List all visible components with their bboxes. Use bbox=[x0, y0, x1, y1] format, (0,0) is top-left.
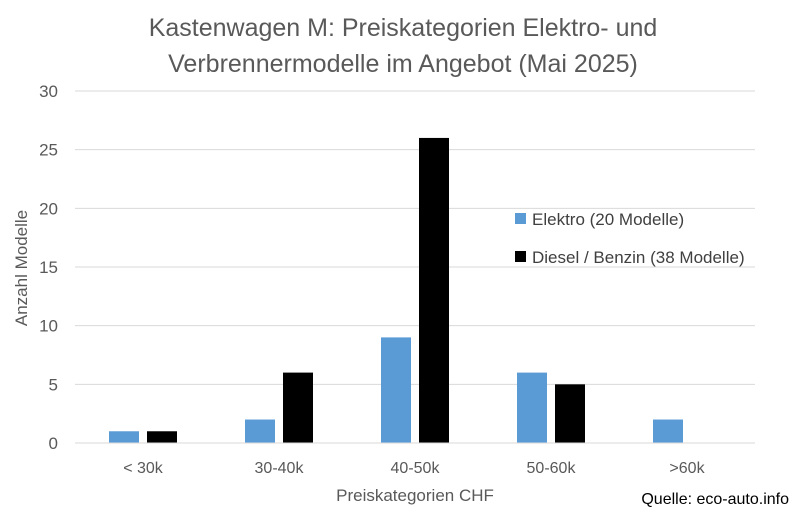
bar-elektro-50-60k bbox=[517, 372, 547, 443]
y-tick-label-0: 0 bbox=[49, 434, 58, 453]
legend: Elektro (20 Modelle) Diesel / Benzin (38… bbox=[515, 210, 745, 267]
bar-elektro-30-40k bbox=[245, 419, 275, 443]
y-tick-label-5: 5 bbox=[49, 375, 58, 394]
legend-swatch-diesel-benzin bbox=[515, 251, 526, 262]
bar-diesel-benzin-30-40k bbox=[283, 372, 313, 443]
bars bbox=[109, 137, 683, 443]
y-axis-label: Anzahl Modelle bbox=[12, 210, 31, 326]
y-tick-label-20: 20 bbox=[39, 199, 58, 218]
axes: 0 5 10 15 20 25 30 < 30k 30-40k 40-50k 50-60k >60k bbox=[39, 82, 755, 477]
x-tick-label-50-60k: 50-60k bbox=[527, 460, 577, 477]
bar-elektro-60k bbox=[653, 419, 683, 443]
bar-diesel-benzin-40-50k bbox=[419, 137, 449, 443]
legend-swatch-elektro bbox=[515, 213, 526, 224]
source-note: Quelle: eco-auto.info bbox=[641, 491, 789, 508]
y-tick-label-15: 15 bbox=[39, 258, 58, 277]
gridlines bbox=[75, 90, 755, 385]
y-tick-label-10: 10 bbox=[39, 317, 58, 336]
x-tick-label-40-50k: 40-50k bbox=[391, 460, 441, 477]
x-tick-label-30-40k: 30-40k bbox=[255, 460, 305, 477]
x-axis-label: Preiskategorien CHF bbox=[336, 486, 494, 505]
bar-diesel-benzin-50-60k bbox=[555, 384, 585, 443]
y-tick-label-30: 30 bbox=[39, 82, 58, 101]
x-tick-label-30k: < 30k bbox=[123, 460, 164, 477]
bar-elektro-30k bbox=[109, 431, 139, 443]
bar-diesel-benzin-30k bbox=[147, 431, 177, 443]
x-tick-label-60k: >60k bbox=[669, 460, 705, 477]
legend-label-diesel-benzin: Diesel / Benzin (38 Modelle) bbox=[532, 248, 745, 267]
chart-title-line-2: Verbrennermodelle im Angebot (Mai 2025) bbox=[168, 50, 638, 78]
bar-elektro-40-50k bbox=[381, 337, 411, 443]
legend-label-elektro: Elektro (20 Modelle) bbox=[532, 210, 684, 229]
chart-title-line-1: Kastenwagen M: Preiskategorien Elektro- … bbox=[149, 14, 658, 42]
y-tick-label-25: 25 bbox=[39, 141, 58, 160]
